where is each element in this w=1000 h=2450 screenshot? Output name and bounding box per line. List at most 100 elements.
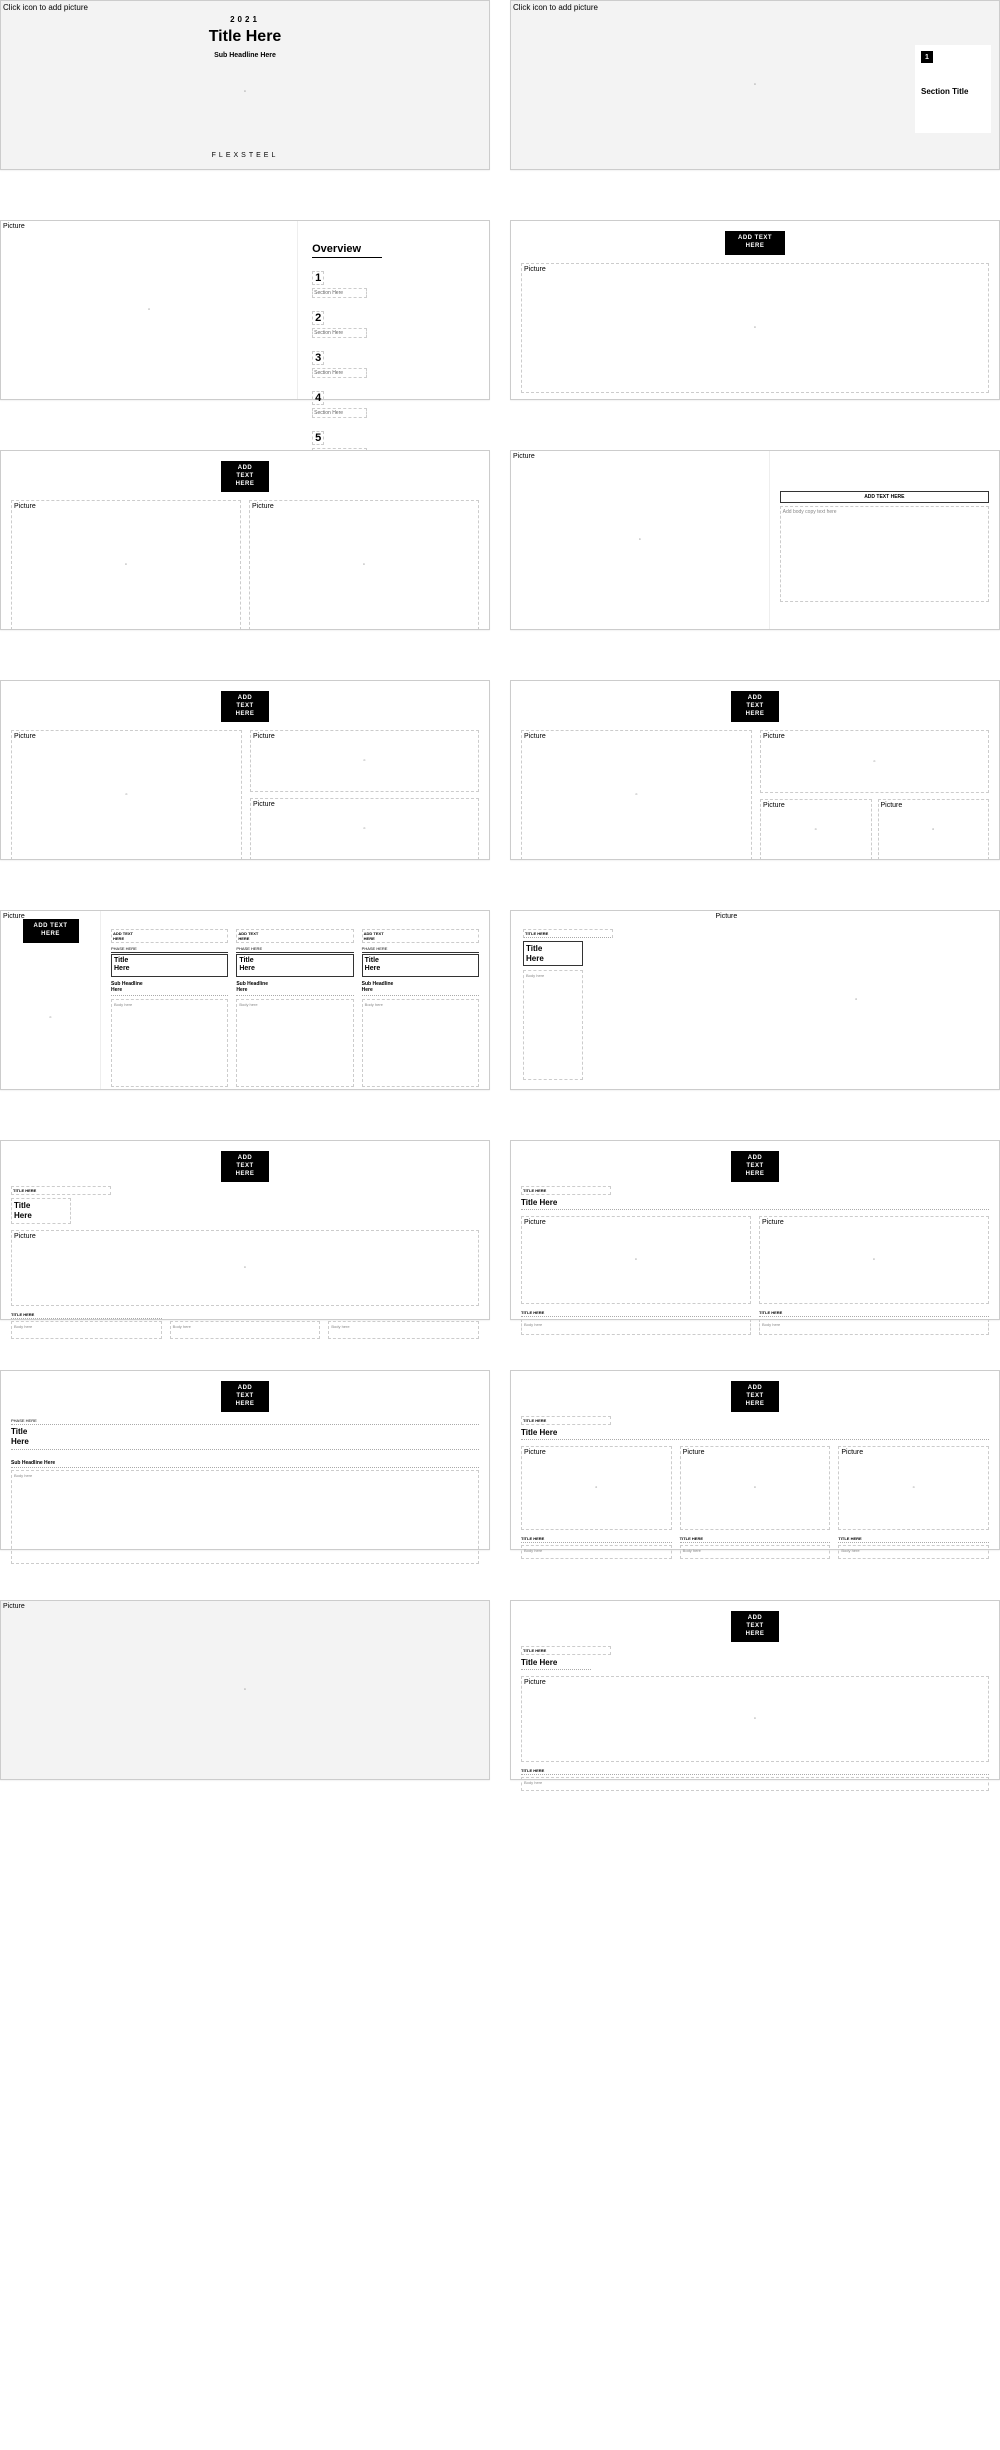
body-text[interactable]: Body here bbox=[521, 1777, 989, 1791]
picture-placeholder[interactable]: Picture▫ bbox=[759, 1216, 989, 1304]
picture-placeholder[interactable]: Picture▫ bbox=[760, 799, 872, 860]
picture-placeholder[interactable]: Picture▫ bbox=[521, 1676, 989, 1762]
cell-body[interactable]: Body here bbox=[521, 1319, 751, 1335]
cell-header[interactable]: TITLE HERE bbox=[838, 1536, 989, 1543]
picture-placeholder[interactable]: Picture▫ bbox=[521, 1216, 751, 1304]
slide-two-picture-columns[interactable]: ADD TEXT HERE TITLE HERE Title Here Pict… bbox=[510, 1140, 1000, 1320]
column-subtitle[interactable]: Sub Headline Here bbox=[362, 981, 479, 996]
title-tag[interactable]: TITLE HERE bbox=[521, 1416, 611, 1425]
picture-placeholder[interactable]: Picture▫ bbox=[11, 500, 241, 630]
title-tag[interactable]: ADD TEXT HERE bbox=[362, 929, 479, 943]
slide-title-picture-body[interactable]: ADD TEXT HERE TITLE HERE Title Here Pict… bbox=[510, 1600, 1000, 1780]
column-title[interactable]: Title Here bbox=[362, 954, 479, 977]
image-placeholder-icon: ▫ bbox=[754, 325, 756, 331]
slide-subtitle[interactable]: Sub Headline Here bbox=[11, 1460, 479, 1468]
add-text-button[interactable]: ADD TEXT HERE bbox=[221, 691, 269, 722]
slide-picture-three-body[interactable]: ADD TEXT HERE TITLE HERE Title Here Pict… bbox=[0, 1140, 490, 1320]
slide-two-pictures[interactable]: ADD TEXT HERE Picture▫ Picture▫ bbox=[0, 450, 490, 630]
picture-placeholder[interactable]: Picture▫ bbox=[250, 798, 479, 860]
picture-label: Picture bbox=[762, 1219, 784, 1226]
column-title[interactable]: Title Here bbox=[523, 941, 583, 966]
phase-label[interactable]: PHASE HERE bbox=[362, 946, 479, 953]
cell-header[interactable]: TITLE HERE bbox=[521, 1310, 751, 1317]
slide-one-plus-three[interactable]: ADD TEXT HERE Picture▫ Picture▫ Picture▫… bbox=[510, 680, 1000, 860]
column-body[interactable]: Body here bbox=[523, 970, 583, 1080]
image-placeholder-icon: ▫ bbox=[244, 1687, 246, 1693]
slide-title[interactable]: Title Here bbox=[521, 1658, 591, 1670]
slide-picture-text[interactable]: Picture ▫ ADD TEXT HERE Add body copy te… bbox=[510, 450, 1000, 630]
column-subtitle[interactable]: Sub Headline Here bbox=[111, 981, 228, 996]
item-number: 5 bbox=[312, 431, 324, 445]
image-placeholder-icon: ▫ bbox=[873, 759, 875, 765]
cell-body[interactable]: Body here bbox=[11, 1321, 162, 1339]
slide-section[interactable]: Click icon to add picture ▫ 1 Section Ti… bbox=[510, 0, 1000, 170]
text-body[interactable]: Add body copy text here bbox=[780, 506, 989, 602]
picture-placeholder[interactable]: Picture▫ bbox=[760, 730, 989, 793]
slide-three-columns[interactable]: Picture ADD TEXT HERE ▫ ADD TEXT HERE PH… bbox=[0, 910, 490, 1090]
picture-placeholder[interactable]: Picture▫ bbox=[680, 1446, 831, 1530]
image-placeholder-icon: ▫ bbox=[363, 562, 365, 568]
picture-placeholder[interactable]: Picture▫ bbox=[11, 730, 242, 860]
slide-single-picture[interactable]: ADD TEXT HERE Picture ▫ bbox=[510, 220, 1000, 400]
column-subtitle[interactable]: Sub Headline Here bbox=[236, 981, 353, 996]
title-tag[interactable]: ADD TEXT HERE bbox=[111, 929, 228, 943]
slide-title[interactable]: Click icon to add picture 2021 Title Her… bbox=[0, 0, 490, 170]
picture-placeholder[interactable]: Picture▫ bbox=[249, 500, 479, 630]
title-tag[interactable]: TITLE HERE bbox=[11, 1186, 111, 1195]
cell-body[interactable]: Body here bbox=[170, 1321, 321, 1339]
slide-title[interactable]: Title Here bbox=[11, 1198, 71, 1223]
picture-placeholder[interactable]: Picture▫ bbox=[11, 1230, 479, 1306]
add-text-button[interactable]: ADD TEXT HERE bbox=[221, 1151, 269, 1182]
cell-body[interactable]: Body here bbox=[328, 1321, 479, 1339]
slide-full-picture[interactable]: Picture ▫ bbox=[0, 1600, 490, 1780]
add-text-button[interactable]: ADD TEXT HERE bbox=[731, 1611, 779, 1642]
add-text-button[interactable]: ADD TEXT HERE bbox=[731, 691, 779, 722]
slide-three-picture-columns[interactable]: ADD TEXT HERE TITLE HERE Title Here Pict… bbox=[510, 1370, 1000, 1550]
text-header[interactable]: ADD TEXT HERE bbox=[780, 491, 989, 503]
cell-header[interactable]: TITLE HERE bbox=[759, 1310, 989, 1317]
column-body[interactable]: Body here bbox=[111, 999, 228, 1087]
picture-placeholder[interactable]: Picture▫ bbox=[878, 799, 990, 860]
cell-body[interactable]: Body here bbox=[838, 1545, 989, 1559]
title-tag[interactable]: ADD TEXT HERE bbox=[236, 929, 353, 943]
slide-title[interactable]: Title Here bbox=[11, 1427, 479, 1449]
phase-label[interactable]: PHASE HERE bbox=[236, 946, 353, 953]
column-title[interactable]: Title Here bbox=[236, 954, 353, 977]
add-text-button[interactable]: ADD TEXT HERE bbox=[731, 1381, 779, 1412]
phase-label[interactable]: PHASE HERE bbox=[111, 946, 228, 953]
picture-label: Picture bbox=[524, 266, 546, 273]
column-body[interactable]: Body here bbox=[362, 999, 479, 1087]
picture-placeholder[interactable]: Picture▫ bbox=[838, 1446, 989, 1530]
cell-body[interactable]: Body here bbox=[521, 1545, 672, 1559]
item-label: Section Here bbox=[312, 328, 367, 338]
picture-placeholder[interactable]: Picture ▫ bbox=[521, 263, 989, 393]
title-tag[interactable]: TITLE HERE bbox=[521, 1186, 611, 1195]
slide-title[interactable]: Title Here bbox=[521, 1428, 989, 1440]
slide-one-column-picture[interactable]: TITLE HERE Title Here Body here Picture … bbox=[510, 910, 1000, 1090]
cell-header[interactable]: TITLE HERE bbox=[680, 1536, 831, 1543]
add-text-button[interactable]: ADD TEXT HERE bbox=[221, 461, 269, 492]
add-text-button[interactable]: ADD TEXT HERE bbox=[731, 1151, 779, 1182]
picture-placeholder[interactable]: Picture▫ bbox=[250, 730, 479, 792]
slide-body[interactable]: Body here bbox=[11, 1470, 479, 1564]
cell-header[interactable]: TITLE HERE bbox=[11, 1312, 162, 1319]
slide-one-plus-two[interactable]: ADD TEXT HERE Picture▫ Picture▫ Picture▫ bbox=[0, 680, 490, 860]
cell-header[interactable]: TITLE HERE bbox=[521, 1536, 672, 1543]
add-text-button[interactable]: ADD TEXT HERE bbox=[725, 231, 785, 255]
slide-overview[interactable]: Picture ▫ Overview 1Section Here 2Sectio… bbox=[0, 220, 490, 400]
title-tag[interactable]: TITLE HERE bbox=[521, 1646, 611, 1655]
body-header[interactable]: TITLE HERE bbox=[521, 1768, 989, 1775]
slide-title[interactable]: Title Here bbox=[521, 1198, 989, 1210]
add-text-button[interactable]: ADD TEXT HERE bbox=[23, 919, 79, 943]
cell-body[interactable]: Body here bbox=[759, 1319, 989, 1335]
picture-placeholder[interactable]: Picture▫ bbox=[521, 730, 752, 860]
add-text-button[interactable]: ADD TEXT HERE bbox=[221, 1381, 269, 1412]
item-number: 4 bbox=[312, 391, 324, 405]
column-body[interactable]: Body here bbox=[236, 999, 353, 1087]
column-title[interactable]: Title Here bbox=[111, 954, 228, 977]
phase-label[interactable]: PHASE HERE bbox=[11, 1418, 479, 1425]
picture-placeholder[interactable]: Picture▫ bbox=[521, 1446, 672, 1530]
cell-body[interactable]: Body here bbox=[680, 1545, 831, 1559]
slide-phase-body[interactable]: ADD TEXT HERE PHASE HERE Title Here Sub … bbox=[0, 1370, 490, 1550]
title-tag[interactable]: TITLE HERE bbox=[523, 929, 613, 938]
